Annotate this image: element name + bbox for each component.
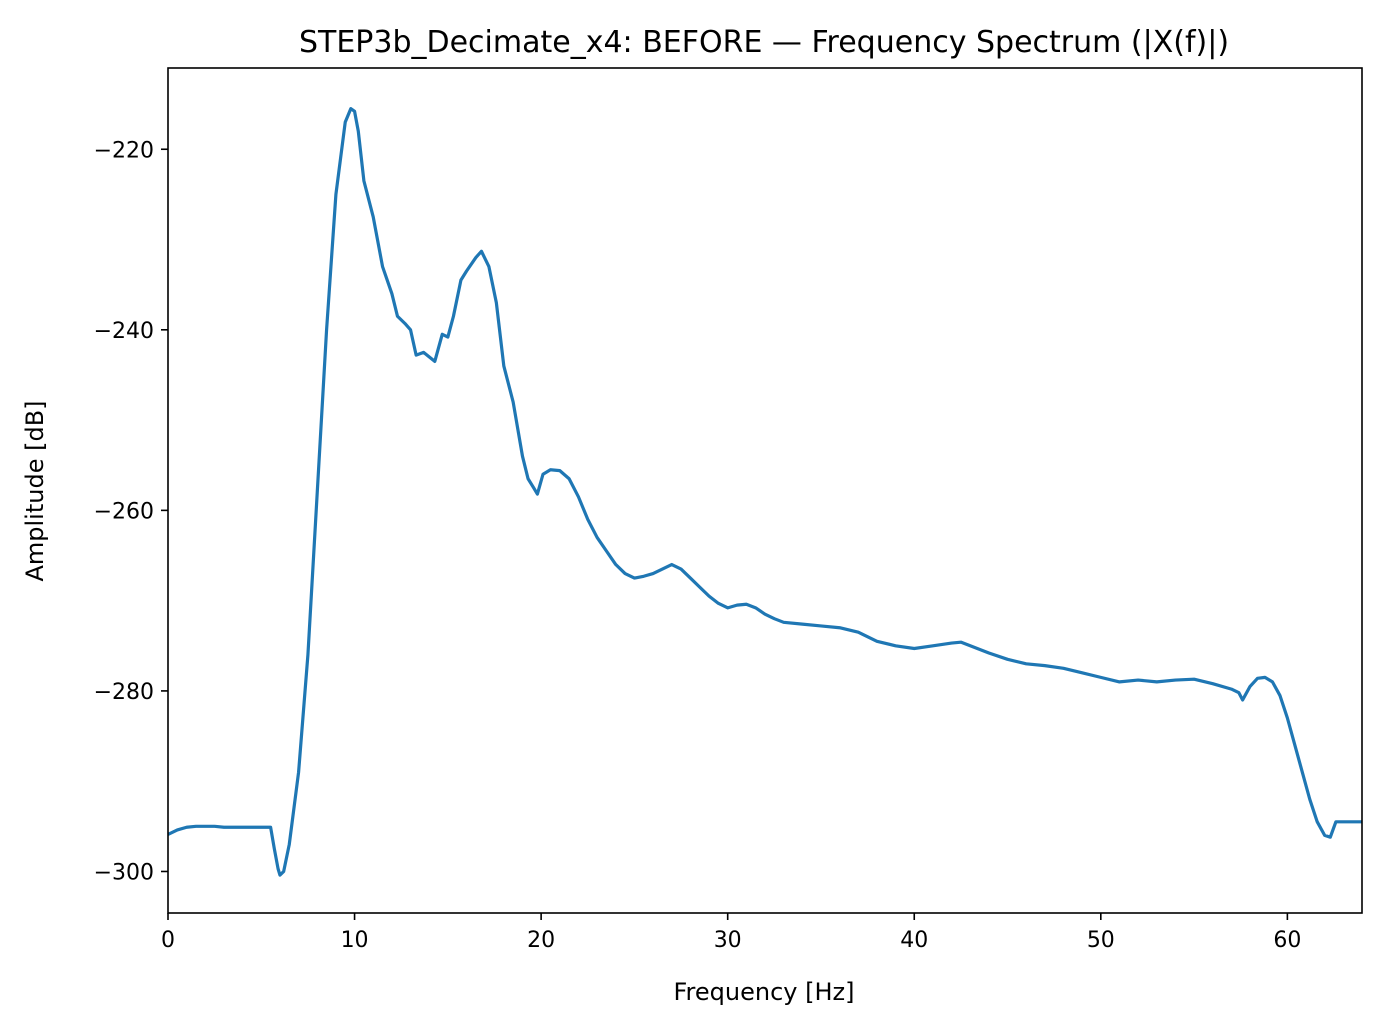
y-tick-label: −300	[94, 860, 154, 885]
y-tick-label: −240	[94, 319, 154, 344]
series-line-0	[167, 107, 1362, 877]
x-axis-label: Frequency [Hz]	[674, 978, 855, 1006]
y-axis-label: Amplitude [dB]	[21, 400, 49, 581]
x-axis: 0 10 20 30 40 50 60	[161, 913, 1301, 953]
x-tick-label: 60	[1273, 928, 1301, 953]
plot-area	[167, 107, 1362, 877]
chart-title: STEP3b_Decimate_x4: BEFORE — Frequency S…	[299, 25, 1229, 60]
y-tick-label: −220	[94, 138, 154, 163]
y-tick-label: −260	[94, 499, 154, 524]
x-tick-label: 0	[161, 928, 175, 953]
x-tick-label: 30	[714, 928, 742, 953]
y-axis: −220 −240 −260 −280 −300	[94, 138, 168, 885]
plot-frame	[167, 67, 1363, 914]
x-tick-label: 40	[900, 928, 928, 953]
x-tick-label: 20	[527, 928, 555, 953]
y-tick-label: −280	[94, 680, 154, 705]
x-tick-label: 50	[1087, 928, 1115, 953]
x-tick-label: 10	[341, 928, 369, 953]
